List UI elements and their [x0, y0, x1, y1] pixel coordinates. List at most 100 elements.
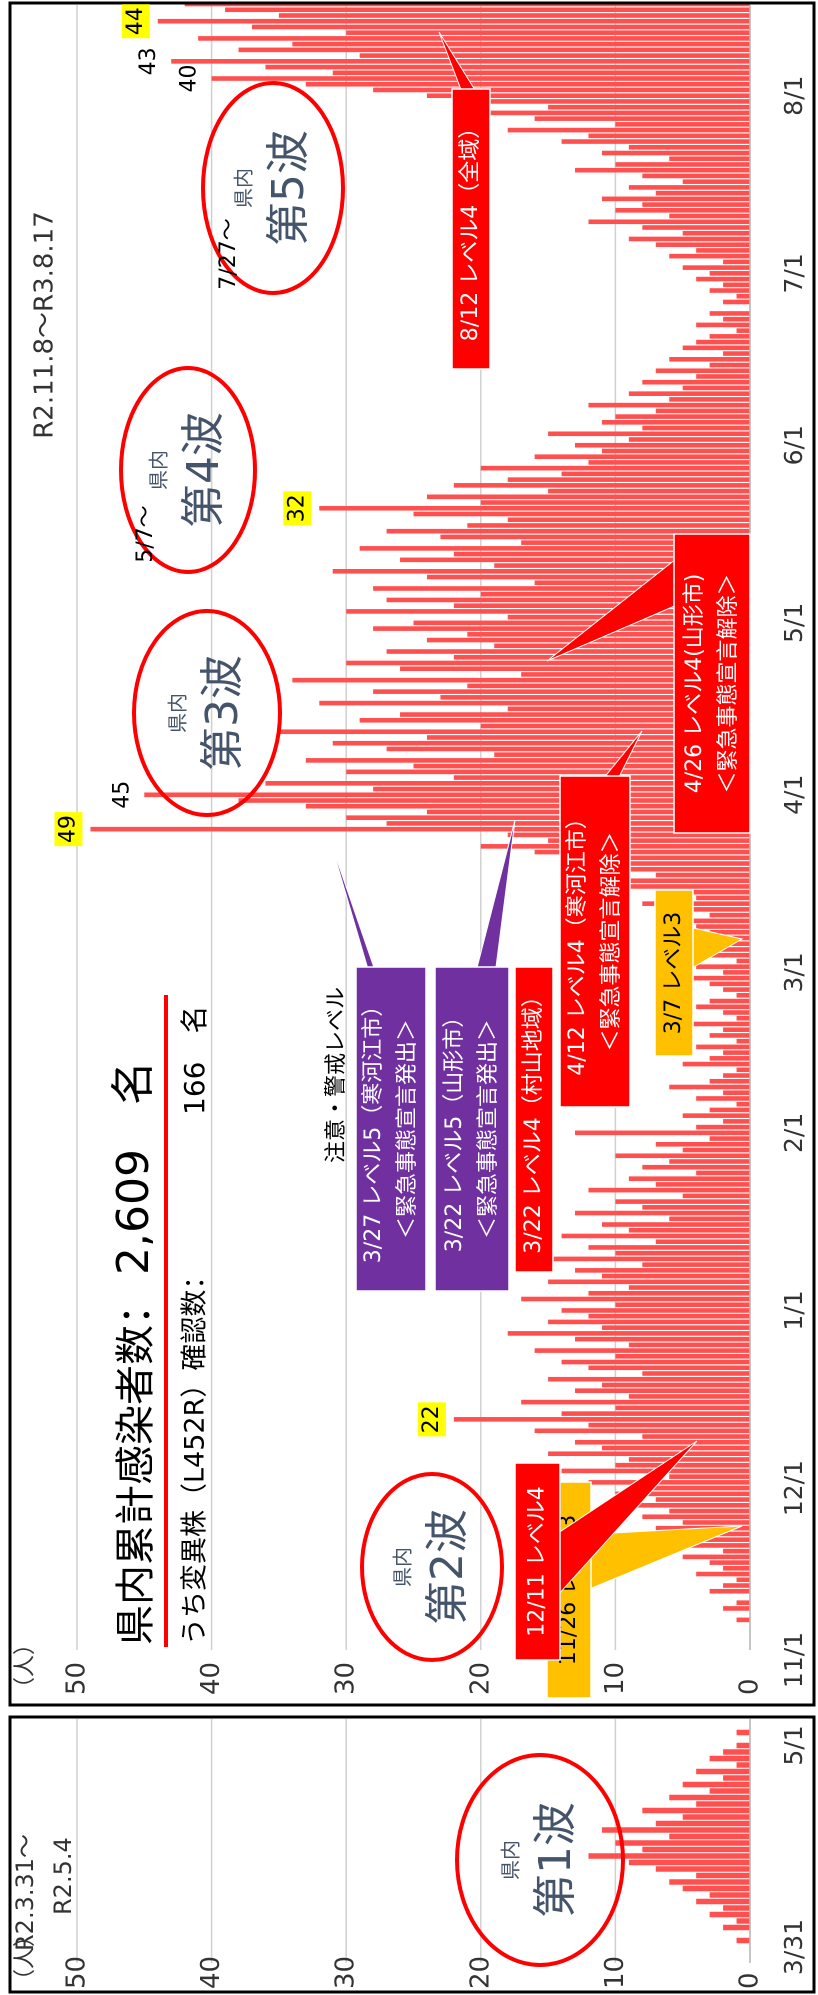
bar — [709, 362, 750, 368]
bar — [642, 1164, 751, 1170]
bar — [696, 1170, 750, 1176]
bar — [709, 288, 750, 293]
wave-region: 県内 — [147, 450, 171, 490]
bar — [346, 815, 750, 820]
callout-box — [355, 966, 427, 1292]
bar — [642, 1262, 751, 1267]
y-tick-label: 30 — [331, 1662, 361, 1695]
bar — [682, 230, 751, 236]
bar — [723, 1905, 751, 1911]
bar — [548, 1279, 750, 1285]
bar — [561, 1233, 750, 1239]
bar — [682, 1147, 751, 1153]
bar — [723, 1548, 751, 1554]
y-tick-label: 10 — [600, 1956, 630, 1989]
peak-highlight — [283, 491, 312, 526]
bar — [601, 196, 750, 202]
bar — [332, 568, 750, 574]
note: 注意・警戒レベル — [324, 987, 349, 1163]
bar — [736, 1067, 750, 1073]
bar — [723, 282, 751, 288]
bar — [548, 431, 750, 437]
bar — [655, 872, 751, 878]
bar — [561, 1359, 750, 1365]
bar — [682, 1554, 751, 1560]
bar — [251, 24, 750, 30]
bar — [682, 1520, 751, 1525]
bar — [682, 1885, 751, 1892]
bar — [480, 465, 750, 471]
bar — [359, 546, 750, 551]
peak-label: 22 — [419, 1405, 444, 1433]
bar — [588, 133, 750, 139]
bar — [669, 1084, 750, 1090]
y-tick-label: 50 — [62, 1956, 92, 1989]
callout-box — [434, 966, 510, 1292]
bar — [669, 213, 750, 219]
bar — [615, 1250, 751, 1256]
bar — [723, 1606, 751, 1611]
bar — [682, 1814, 751, 1820]
chart-title: R2.11.8～R3.8.17 — [30, 211, 60, 439]
bar — [709, 1136, 750, 1141]
bar — [682, 345, 751, 351]
bar — [642, 1514, 751, 1520]
bar — [709, 1755, 750, 1762]
bar — [655, 242, 751, 247]
wave-region: 県内 — [232, 168, 256, 208]
bar — [682, 907, 751, 912]
bar — [400, 712, 750, 717]
bar — [628, 144, 750, 150]
bar — [534, 1348, 751, 1353]
bar — [736, 1600, 750, 1605]
bar — [628, 1342, 750, 1348]
bar — [588, 460, 750, 465]
bar — [171, 59, 751, 64]
panel-frame — [8, 1715, 816, 1994]
bar — [709, 1056, 750, 1061]
bar — [628, 236, 750, 242]
bar — [413, 511, 750, 517]
y-unit: （人） — [13, 1925, 38, 1991]
bar — [211, 76, 751, 81]
y-unit: （人） — [13, 1633, 38, 1699]
bar — [723, 1566, 751, 1571]
bar — [601, 1325, 750, 1330]
wave-name: 第2波 — [422, 1509, 473, 1625]
bar — [453, 1417, 750, 1422]
callout-text: 3/22 レベル5（山形市） — [442, 1006, 467, 1252]
bar — [90, 826, 750, 832]
bar — [709, 998, 750, 1004]
wave-ellipse — [132, 609, 282, 817]
bar — [709, 334, 750, 339]
bar — [588, 219, 750, 225]
bar — [601, 855, 750, 861]
bar — [440, 695, 750, 700]
callout-box — [559, 775, 631, 1108]
bar — [628, 1457, 750, 1462]
bar — [642, 1807, 751, 1814]
bar — [346, 660, 750, 666]
callout-box — [514, 966, 554, 1273]
bar — [628, 884, 750, 889]
bar — [480, 99, 750, 104]
bar — [561, 139, 750, 144]
bar — [575, 1439, 751, 1445]
wave-region: 県内 — [499, 1840, 523, 1880]
bar — [655, 408, 751, 414]
bar — [548, 488, 750, 494]
bar — [669, 1879, 750, 1885]
sub-label: うち変異株（L452R）確認数： — [180, 1263, 211, 1645]
bar — [615, 1153, 751, 1159]
bar — [601, 1273, 750, 1279]
bar — [723, 1050, 751, 1055]
bar — [723, 1010, 751, 1015]
headline-label: 県内累計感染者数： — [113, 1285, 159, 1645]
bar — [615, 1354, 751, 1359]
bar — [238, 47, 751, 53]
bar — [507, 1331, 750, 1336]
bar — [548, 1319, 750, 1325]
bar — [386, 746, 750, 752]
peak-label: 45 — [109, 781, 134, 809]
